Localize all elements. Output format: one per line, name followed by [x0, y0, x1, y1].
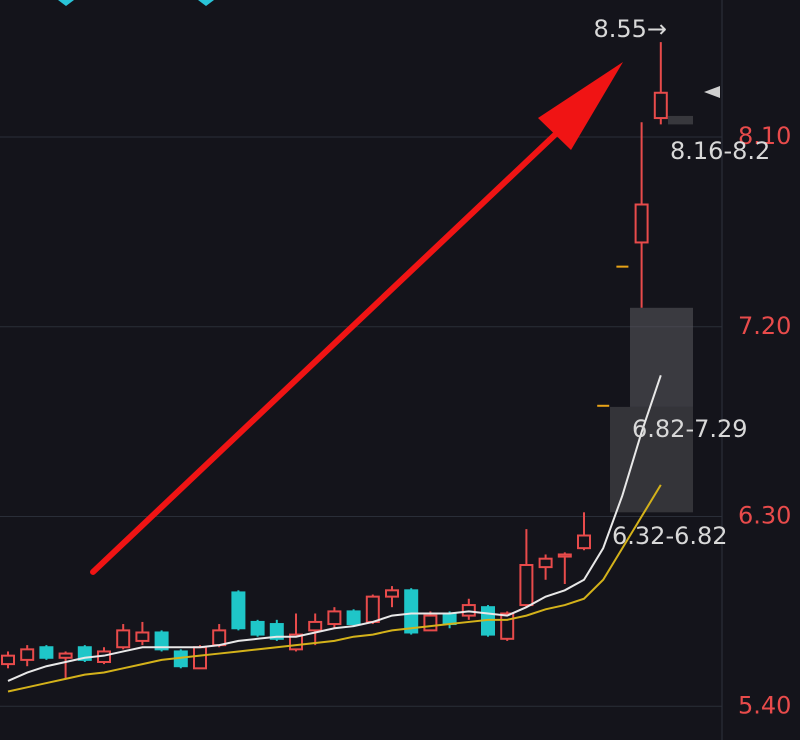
candle-body — [423, 614, 438, 632]
candle-body — [404, 589, 419, 634]
candle-body — [231, 591, 246, 630]
trend-arrow-shaft — [90, 127, 563, 575]
candle-body — [557, 553, 572, 558]
zone-label: 6.82-7.29 — [632, 415, 748, 443]
candle-body — [385, 589, 399, 598]
price-zone — [630, 307, 693, 407]
candle-body — [20, 648, 35, 661]
candle-body — [653, 91, 668, 120]
y-tick-label: 7.20 — [738, 312, 791, 340]
trend-arrow-head — [538, 62, 623, 150]
candle-body — [193, 646, 207, 670]
candle-body — [116, 629, 131, 649]
candle-body — [154, 631, 169, 651]
candle-body — [327, 610, 342, 626]
zone-label: 8.16-8.2 — [670, 137, 770, 165]
candle-body — [577, 534, 591, 550]
candle-body — [442, 612, 457, 626]
y-tick-label: 6.30 — [738, 502, 791, 530]
plot-area — [0, 42, 722, 707]
price-pointer — [704, 86, 720, 98]
candle-body — [135, 631, 150, 642]
moving-average — [7, 484, 662, 693]
price-zone — [610, 406, 693, 513]
candle-body — [365, 595, 380, 623]
candle-body — [616, 265, 629, 268]
candle-body — [500, 612, 515, 640]
candle-body — [250, 620, 265, 636]
candle-body — [519, 564, 534, 607]
candle-body — [308, 620, 323, 632]
candle-body — [58, 652, 73, 659]
candle-body — [212, 629, 227, 647]
candle-body — [597, 404, 610, 407]
candle-body — [538, 557, 553, 569]
candle-body — [39, 646, 54, 659]
high-annotation: 8.55→ — [593, 15, 667, 43]
candle-body — [634, 203, 649, 244]
candle-body — [1, 654, 15, 666]
zone-label: 6.32-6.82 — [612, 522, 728, 550]
candle-body — [269, 623, 284, 640]
candle-body — [346, 610, 361, 626]
moving-average — [7, 374, 662, 682]
price-zone — [668, 115, 693, 125]
y-tick-label: 5.40 — [738, 691, 791, 719]
candle-body — [461, 604, 476, 617]
y-tick-label: 8.10 — [738, 122, 791, 150]
